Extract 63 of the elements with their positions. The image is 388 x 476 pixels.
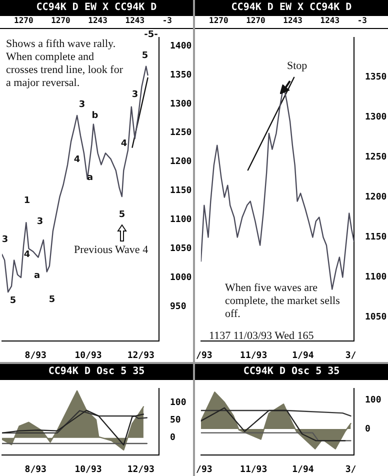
y-tick-label: 1100 — [365, 272, 387, 283]
x-tick-label: 3/ — [345, 350, 356, 361]
y-tick-label: 1250 — [170, 128, 192, 138]
annotation: a — [86, 173, 94, 183]
annotation: 3 — [0, 235, 10, 245]
y-tick-label: 1150 — [170, 186, 192, 196]
annotation: 5 — [48, 295, 56, 305]
annotation: 5 — [140, 51, 150, 61]
chart-subtitle: 1270 1270 1243 1243 -3 — [0, 16, 193, 29]
y-tick-label: 950 — [170, 302, 186, 312]
x-tick-label: /93 — [196, 464, 212, 475]
y-tick-label: 100 — [365, 395, 382, 406]
annotation: 1 — [22, 196, 32, 206]
annotation: 4 — [22, 250, 32, 260]
annotation: 5 — [8, 296, 18, 306]
y-tick-label: 100 — [170, 398, 186, 408]
x-tick-label: 3/ — [345, 464, 356, 475]
x-tick-label: 12/93 — [127, 464, 154, 475]
chart-title: CC94K D EW X CC94K D — [195, 0, 388, 16]
y-tick-label: 1300 — [365, 112, 387, 123]
y-tick-label: 0 — [365, 424, 370, 434]
x-tick-label: 1/94 — [292, 464, 314, 475]
annotation: 3 — [36, 217, 44, 227]
y-tick-label: 1100 — [170, 215, 192, 226]
annotation: Previous Wave 4 — [74, 244, 148, 256]
annotation: 5 — [118, 210, 126, 220]
y-tick-label: 1350 — [365, 72, 387, 83]
annotation: 4 — [72, 155, 82, 165]
annotation: a — [32, 271, 42, 281]
y-tick-label: 50 — [170, 416, 181, 426]
y-tick-label: 0 — [170, 433, 176, 444]
x-tick-label: 11/93 — [240, 350, 268, 361]
y-tick-label: 1000 — [170, 272, 192, 283]
annotation: 3 — [78, 100, 86, 110]
x-tick-label: /93 — [196, 350, 212, 361]
annotation: b — [90, 111, 100, 121]
y-tick-label: 1050 — [365, 312, 387, 323]
x-tick-label: 10/93 — [74, 464, 102, 475]
annotation: 4 — [120, 139, 128, 149]
x-tick-label: 11/93 — [240, 464, 268, 475]
y-tick-label: 1350 — [170, 70, 192, 80]
x-tick-label: 1/94 — [292, 350, 314, 361]
y-tick-label: 1200 — [365, 192, 387, 203]
chart-subtitle: 1270 1270 1243 1243 -3 — [195, 16, 388, 29]
y-tick-label: 1400 — [170, 41, 192, 52]
chart-title: CC94K D Osc 5 35 — [195, 364, 388, 380]
y-tick-label: 1300 — [170, 99, 192, 110]
chart-title: CC94K D EW X CC94K D — [0, 0, 193, 16]
annotation: 1137 11/03/93 Wed 165 — [209, 330, 315, 343]
annotation: When five waves are complete, the market sells off. — [225, 282, 341, 321]
chart-title: CC94K D Osc 5 35 — [0, 364, 193, 380]
annotation: -5- — [143, 30, 159, 40]
x-tick-label: 10/93 — [74, 350, 102, 361]
x-tick-label: 8/93 — [24, 464, 46, 475]
annotation: 3 — [130, 90, 140, 100]
annotation: Stop — [287, 60, 308, 73]
y-tick-label: 1200 — [170, 157, 192, 168]
annotation: Shows a fifth wave rally. When complete and crosses trend line, look for a major reversal. — [6, 38, 124, 90]
x-tick-label: 8/93 — [24, 350, 46, 361]
y-tick-label: 1250 — [365, 152, 387, 163]
y-tick-label: 1150 — [365, 232, 387, 243]
x-tick-label: 12/93 — [127, 350, 154, 361]
y-tick-label: 1050 — [170, 244, 192, 254]
